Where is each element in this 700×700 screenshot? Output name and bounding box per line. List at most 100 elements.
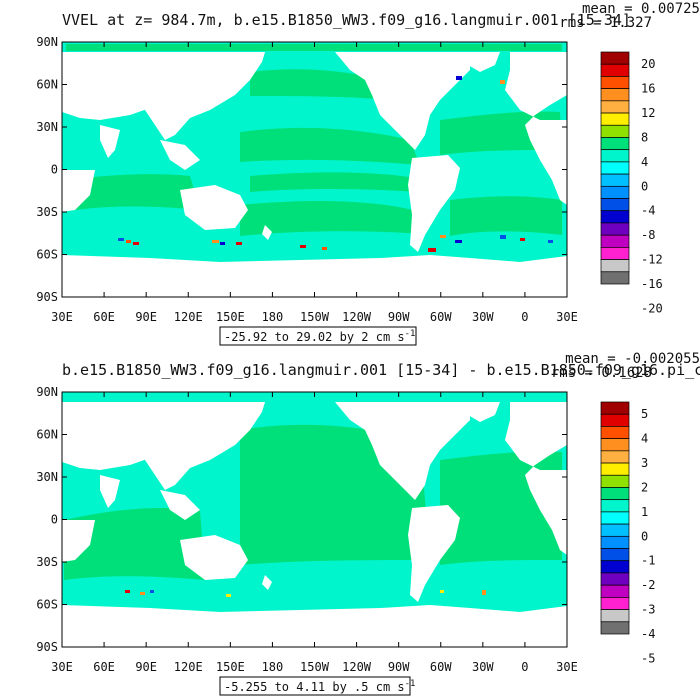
y-tick-label: 30S bbox=[36, 555, 58, 569]
colorbar-swatch bbox=[600, 161, 630, 175]
colorbar-label: -1 bbox=[641, 554, 655, 568]
x-tick-label: 30E bbox=[556, 310, 578, 324]
land2-antarctica bbox=[62, 618, 567, 647]
colorbar-swatch bbox=[600, 597, 630, 610]
land2-greenland bbox=[465, 402, 500, 422]
land-antarctica-coast bbox=[62, 255, 567, 272]
colorbar-swatch bbox=[600, 609, 630, 623]
land2-samerica bbox=[408, 505, 460, 602]
panel-2-colorbar: 5 4 3 2 1 0 -1 -2 -3 -4 -5 bbox=[600, 401, 655, 665]
colorbar-swatch bbox=[600, 621, 630, 635]
colorbar-label: 0 bbox=[641, 179, 648, 193]
colorbar-label: -16 bbox=[641, 277, 663, 291]
colorbar-label: 3 bbox=[641, 456, 648, 470]
y-tick-label: 60N bbox=[36, 428, 58, 442]
x-tick-label: 30E bbox=[556, 660, 578, 674]
x-tick-label: 30E bbox=[51, 660, 73, 674]
land2-europe-africa bbox=[505, 402, 567, 555]
x-tick-label: 0 bbox=[521, 660, 528, 674]
land-greenland bbox=[465, 52, 500, 72]
band-pac-trop bbox=[250, 172, 418, 192]
land2-seasia bbox=[160, 490, 200, 520]
band2-indian bbox=[64, 508, 205, 580]
colorbar-label: 5 bbox=[641, 407, 648, 421]
x-tick-label: 180 bbox=[262, 310, 284, 324]
x-tick-label: 150W bbox=[300, 660, 330, 674]
x-tick-label: 60E bbox=[93, 310, 115, 324]
y-tick-label: 60S bbox=[36, 598, 58, 612]
land2-india bbox=[100, 475, 120, 508]
band-pac-south bbox=[240, 200, 425, 236]
x-tick-label: 120E bbox=[174, 660, 203, 674]
colorbar-label: -8 bbox=[641, 228, 655, 242]
panel-1-range-box: -25.92 to 29.02 by 2 cm s-1 bbox=[219, 326, 417, 346]
anom2-4 bbox=[226, 594, 231, 597]
anom2-6 bbox=[440, 590, 444, 593]
colorbar-swatch bbox=[600, 548, 630, 562]
colorbar-swatch bbox=[600, 149, 630, 163]
colorbar-label: 0 bbox=[641, 529, 648, 543]
colorbar-swatch bbox=[600, 198, 630, 212]
colorbar-label: -4 bbox=[641, 204, 655, 218]
anom-7 bbox=[300, 245, 306, 248]
colorbar-swatch bbox=[600, 487, 630, 501]
colorbar-swatch bbox=[600, 124, 630, 138]
panel-1-x-axis: 30E 60E 90E 120E 150E 180 150W 120W 90W 60W 30W 0 30… bbox=[51, 42, 578, 324]
colorbar-label: 4 bbox=[641, 432, 648, 446]
anom-4 bbox=[212, 240, 219, 243]
band-atl-s bbox=[450, 196, 562, 236]
panel-1-rms: rms = 1.327 bbox=[559, 15, 652, 31]
colorbar-swatch bbox=[600, 511, 630, 525]
panel-1-anomalies bbox=[118, 76, 553, 252]
colorbar-swatch bbox=[600, 51, 630, 65]
x-tick-label: 90W bbox=[388, 660, 410, 674]
y-tick-label: 90S bbox=[36, 290, 58, 304]
land-antarctica bbox=[62, 268, 567, 297]
colorbar-swatch bbox=[600, 100, 630, 114]
panel-2-land-layer bbox=[62, 402, 567, 647]
panel-2-rms: rms = 0.1628 bbox=[551, 365, 652, 381]
land-asia bbox=[130, 52, 265, 140]
anom2-5 bbox=[482, 590, 486, 595]
x-tick-label: 180 bbox=[262, 660, 284, 674]
panel-1-range-label: -25.92 to 29.02 by 2 cm s-1 bbox=[224, 329, 415, 344]
panel-2-range-box: -5.255 to 4.11 by .5 cm s-1 bbox=[219, 676, 415, 696]
anom-5 bbox=[220, 242, 225, 245]
y-tick-label: 30S bbox=[36, 205, 58, 219]
colorbar-label: 4 bbox=[641, 155, 648, 169]
x-tick-label: 120W bbox=[342, 660, 372, 674]
colorbar-swatch bbox=[600, 584, 630, 598]
x-tick-label: 30W bbox=[472, 660, 494, 674]
colorbar-swatch bbox=[600, 271, 630, 285]
y-tick-label: 60N bbox=[36, 78, 58, 92]
colorbar-swatch bbox=[600, 173, 630, 187]
x-tick-label: 0 bbox=[521, 310, 528, 324]
anom-1 bbox=[118, 238, 124, 241]
x-tick-label: 120E bbox=[174, 310, 203, 324]
x-tick-label: 60W bbox=[430, 310, 452, 324]
anom-3 bbox=[133, 242, 139, 245]
x-tick-label: 120W bbox=[342, 310, 372, 324]
land-nz bbox=[262, 225, 272, 240]
y-tick-label: 0 bbox=[51, 513, 58, 527]
colorbar-swatch bbox=[600, 76, 630, 89]
colorbar-swatch bbox=[600, 474, 630, 488]
panel-1-land-layer bbox=[62, 52, 567, 297]
colorbar-label: -2 bbox=[641, 578, 655, 592]
x-tick-label: 30E bbox=[51, 310, 73, 324]
panel-2-range-label: -5.255 to 4.11 by .5 cm s-1 bbox=[224, 679, 415, 694]
colorbar-swatch bbox=[600, 63, 630, 77]
y-tick-label: 30N bbox=[36, 470, 58, 484]
x-tick-label: 60E bbox=[93, 660, 115, 674]
colorbar-swatch bbox=[600, 499, 630, 513]
anom-14 bbox=[548, 240, 553, 243]
colorbar-swatch bbox=[600, 426, 630, 439]
anom-16 bbox=[500, 80, 505, 84]
x-tick-label: 30W bbox=[472, 310, 494, 324]
anom-12 bbox=[500, 235, 506, 239]
land2-australia bbox=[180, 535, 248, 580]
colorbar-swatch bbox=[600, 247, 630, 260]
colorbar-swatch bbox=[600, 462, 630, 476]
colorbar-swatch bbox=[600, 560, 630, 574]
